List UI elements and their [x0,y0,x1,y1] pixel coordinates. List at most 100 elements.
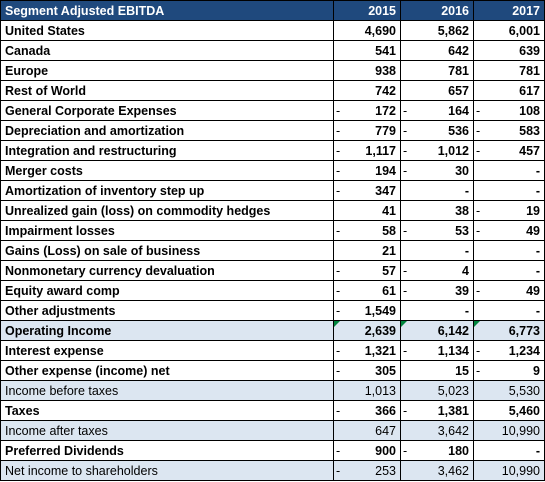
sign-cell-2015 [333,200,346,221]
row-label-interest-expense: Interest expense [0,340,334,361]
sign-cell-2017 [473,20,486,41]
sign-cell-2015: - [333,220,346,241]
value-cell-2015: 1,321 [345,340,401,361]
value-cell-2015: 541 [345,40,401,61]
value-cell-2016: 1,012 [412,140,474,161]
table-row: United States 4,690 5,862 6,001 [0,20,545,41]
value-cell-2015: 1,013 [345,380,401,401]
row-label-unrealized-gain-loss-on-commodity-hedges: Unrealized gain (loss) on commodity hedg… [0,200,334,221]
value-cell-2017: 49 [485,220,545,241]
value-cell-2016: 3,642 [412,420,474,441]
sign-cell-2015 [333,60,346,81]
value-cell-2015: 779 [345,120,401,141]
sign-cell-2017: - [473,200,486,221]
sign-cell-2016 [400,40,413,61]
value-cell-2015: 61 [345,280,401,301]
sign-cell-2016: - [400,160,413,181]
table-row: Other adjustments -1,549- - [0,300,545,321]
sign-cell-2017: - [473,120,486,141]
sign-cell-2015: - [333,140,346,161]
value-cell-2015: 4,690 [345,20,401,41]
value-cell-2015: 253 [345,460,401,481]
sign-cell-2016: - [400,260,413,281]
year-header-2016: 2016 [400,0,474,21]
sign-cell-2016 [400,300,413,321]
sign-cell-2016 [400,360,413,381]
table-body: United States 4,690 5,862 6,001 Canada 541 642… [0,20,545,481]
sign-cell-2017 [473,400,486,421]
sign-cell-2016: - [400,340,413,361]
sign-cell-2015 [333,240,346,261]
sign-cell-2016 [400,60,413,81]
value-cell-2016: 6,142 [412,320,474,341]
sign-cell-2017: - [473,360,486,381]
sign-cell-2015: - [333,280,346,301]
sign-cell-2016 [400,240,413,261]
table-row: Operating Income 2,639 6,142 6,773 [0,320,545,341]
value-cell-2015: 1,117 [345,140,401,161]
sign-cell-2017 [473,260,486,281]
table-row: Unrealized gain (loss) on commodity hedg… [0,200,545,221]
value-cell-2017: - [485,160,545,181]
value-cell-2017: - [485,180,545,201]
sign-cell-2017 [473,380,486,401]
value-cell-2016: 4 [412,260,474,281]
row-label-europe: Europe [0,60,334,81]
value-cell-2016: 1,134 [412,340,474,361]
value-cell-2015: 1,549 [345,300,401,321]
value-cell-2017: 19 [485,200,545,221]
table-row: General Corporate Expenses -172-164-108 [0,100,545,121]
row-label-operating-income: Operating Income [0,320,334,341]
table-row: Impairment losses -58-53-49 [0,220,545,241]
value-cell-2015: 172 [345,100,401,121]
sign-cell-2015 [333,80,346,101]
sign-cell-2016 [400,180,413,201]
sign-cell-2017 [473,80,486,101]
row-label-merger-costs: Merger costs [0,160,334,181]
sign-cell-2017 [473,320,486,341]
value-cell-2017: - [485,260,545,281]
sign-cell-2016: - [400,440,413,461]
sign-cell-2017: - [473,220,486,241]
sign-cell-2015 [333,20,346,41]
table-row: Net income to shareholders -253 3,462 10,99… [0,460,545,481]
value-cell-2016: 164 [412,100,474,121]
sign-cell-2015: - [333,260,346,281]
value-cell-2016: - [412,300,474,321]
row-label-gains-loss-on-sale-of-business: Gains (Loss) on sale of business [0,240,334,261]
row-label-united-states: United States [0,20,334,41]
row-label-depreciation-and-amortization: Depreciation and amortization [0,120,334,141]
value-cell-2016: 3,462 [412,460,474,481]
sign-cell-2016: - [400,120,413,141]
value-cell-2015: 900 [345,440,401,461]
value-cell-2015: 647 [345,420,401,441]
row-label-income-before-taxes: Income before taxes [0,380,334,401]
value-cell-2017: 49 [485,280,545,301]
table-row: Gains (Loss) on sale of business 21- - [0,240,545,261]
row-label-rest-of-world: Rest of World [0,80,334,101]
value-cell-2015: 41 [345,200,401,221]
row-label-net-income-to-shareholders: Net income to shareholders [0,460,334,481]
table-row: Europe 938 781 781 [0,60,545,81]
value-cell-2017: 6,773 [485,320,545,341]
sign-cell-2015 [333,420,346,441]
value-cell-2017: 1,234 [485,340,545,361]
sign-cell-2016 [400,80,413,101]
value-cell-2017: - [485,240,545,261]
value-cell-2017: 617 [485,80,545,101]
value-cell-2016: 15 [412,360,474,381]
value-cell-2015: 742 [345,80,401,101]
row-label-other-adjustments: Other adjustments [0,300,334,321]
row-label-equity-award-comp: Equity award comp [0,280,334,301]
sign-cell-2015: - [333,160,346,181]
sign-cell-2015 [333,320,346,341]
sign-cell-2015 [333,380,346,401]
sign-cell-2017: - [473,340,486,361]
row-label-taxes: Taxes [0,400,334,421]
header-row: Segment Adjusted EBITDA 2015 2016 2017 [0,0,545,21]
table-row: Merger costs -194-30- [0,160,545,181]
sign-cell-2017 [473,180,486,201]
sign-cell-2016 [400,420,413,441]
row-label-integration-and-restructuring: Integration and restructuring [0,140,334,161]
sign-cell-2016 [400,380,413,401]
